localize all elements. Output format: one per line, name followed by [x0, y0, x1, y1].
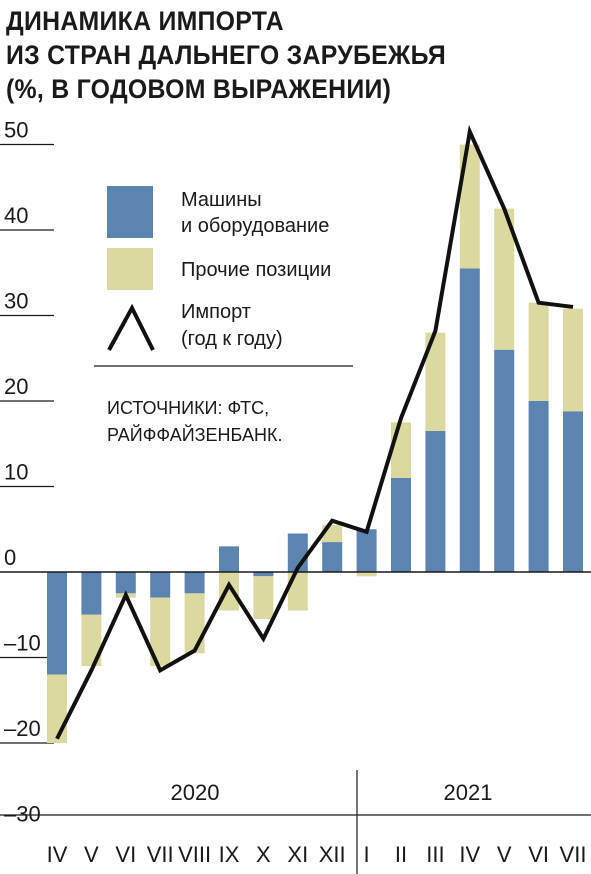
bar-other	[184, 593, 205, 654]
bar-other	[425, 332, 446, 431]
bar-other	[494, 208, 515, 350]
bar-machines	[494, 349, 515, 572]
y-tick-label: –10	[4, 631, 41, 656]
bar-other	[391, 422, 411, 478]
bar-other	[528, 302, 549, 401]
legend-label-import-line1: Импорт	[181, 301, 251, 323]
y-tick-label: 20	[4, 374, 28, 399]
legend-label-other: Прочие позиции	[181, 259, 331, 281]
legend-label-import-line2: (год к году)	[181, 328, 283, 350]
legend-label-machines-line1: Машины	[181, 189, 262, 211]
bar-machines	[459, 268, 480, 572]
bar-machines	[563, 411, 583, 572]
bar-other	[563, 308, 583, 412]
x-tick-label: VI	[115, 842, 136, 867]
x-tick-label: V	[84, 842, 99, 867]
y-tick-label: 40	[4, 203, 28, 228]
bar-machines	[528, 401, 549, 572]
x-tick-label: VII	[147, 842, 174, 867]
y-tick-label: 50	[4, 118, 28, 143]
x-tick-label: XII	[319, 842, 346, 867]
bar-machines	[115, 572, 136, 594]
legend: Машины и оборудование Прочие позиции Имп…	[94, 186, 353, 445]
bar-machines	[356, 529, 377, 572]
bar-machines	[219, 546, 239, 572]
year-label-2020: 2020	[171, 780, 220, 805]
bar-other	[81, 614, 102, 667]
x-tick-label: X	[256, 842, 271, 867]
x-month-labels: IV V VI VII VIII IX X XI XII I II III IV V VI VII	[47, 842, 587, 867]
chart-title: ДИНАМИКА ИМПОРТА ИЗ СТРАН ДАЛЬНЕГО ЗАРУБ…	[6, 4, 446, 106]
legend-label-machines-line2: и оборудование	[181, 215, 329, 237]
y-gridlines	[0, 143, 54, 744]
legend-swatch-other	[107, 248, 153, 290]
legend-swatch-machines	[107, 186, 153, 238]
y-tick-label: 0	[4, 545, 16, 570]
bar-machines	[322, 542, 343, 572]
bar-other	[253, 576, 274, 620]
x-tick-label: II	[395, 842, 407, 867]
x-tick-label: I	[364, 842, 370, 867]
y-tick-label: –20	[4, 716, 41, 741]
bar-machines	[81, 572, 102, 615]
year-label-2021: 2021	[444, 780, 493, 805]
y-tick-labels: 50 40 30 20 10 0 –10 –20 –30	[4, 118, 41, 827]
x-tick-label: IV	[47, 842, 68, 867]
y-tick-label: –30	[4, 802, 41, 827]
bar-other	[219, 572, 239, 611]
legend-swatch-import	[107, 303, 155, 351]
title-line-2: ИЗ СТРАН ДАЛЬНЕГО ЗАРУБЕЖЬЯ	[6, 40, 446, 70]
y-tick-label: 30	[4, 289, 28, 314]
bar-machines	[150, 572, 171, 598]
source-line-2: РАЙФФАЙЗЕНБАНК.	[107, 424, 282, 445]
bar-machines	[425, 430, 446, 572]
bar-other	[459, 144, 480, 269]
y-tick-label: 10	[4, 460, 28, 485]
x-tick-label: XI	[287, 842, 308, 867]
import-line	[55, 124, 574, 740]
title-line-1: ДИНАМИКА ИМПОРТА	[6, 6, 284, 36]
x-tick-label: VI	[528, 842, 549, 867]
title-line-3: (%, В ГОДОВОМ ВЫРАЖЕНИИ)	[6, 74, 392, 104]
bar-other	[356, 572, 377, 577]
source-line-1: ИСТОЧНИКИ: ФТС,	[107, 398, 269, 418]
bar-machines	[253, 572, 274, 577]
bar-other	[150, 597, 171, 667]
bar-machines	[391, 477, 411, 572]
x-tick-label: IV	[459, 842, 480, 867]
x-tick-label: VIII	[178, 842, 211, 867]
x-tick-label: III	[426, 842, 444, 867]
x-tick-label: V	[497, 842, 512, 867]
x-tick-label: IX	[219, 842, 240, 867]
bar-other	[47, 674, 67, 743]
x-tick-label: VII	[560, 842, 587, 867]
bar-machines	[47, 572, 67, 675]
bar-machines	[184, 572, 205, 594]
